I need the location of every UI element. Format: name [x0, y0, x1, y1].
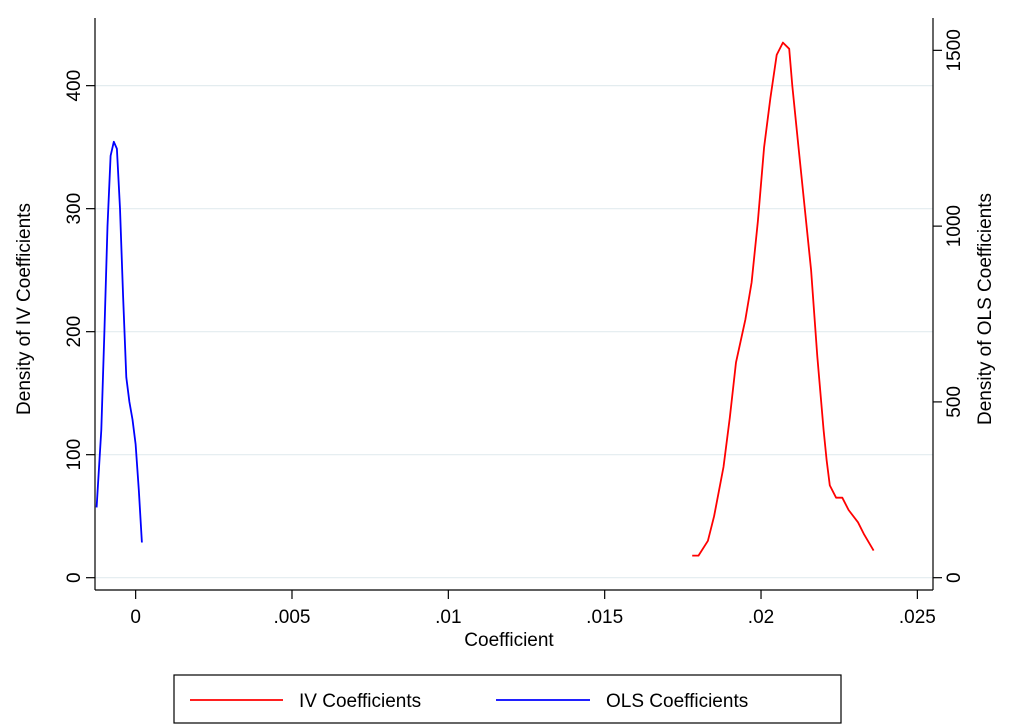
x-tick-label-0: 0 — [130, 607, 141, 628]
series-line-ols — [95, 140, 143, 543]
x-tick-label-3: .015 — [586, 607, 623, 628]
y-right-tick-label-2: 1000 — [944, 205, 965, 247]
y-right-tick-label-0: 0 — [944, 572, 965, 583]
y-left-tick-label-2: 200 — [64, 316, 85, 348]
y-axis-left-title: Density of IV Coefficients — [14, 203, 35, 415]
gridlines — [95, 85, 933, 579]
x-axis-title: Coefficient — [464, 630, 554, 651]
y-left-tick-label-3: 300 — [64, 193, 85, 225]
x-tick-label-2: .01 — [435, 607, 461, 628]
series-layer — [95, 41, 875, 557]
legend-label-0: IV Coefficients — [299, 691, 421, 712]
y-right-tick-label-1: 500 — [944, 386, 965, 418]
series-line-iv — [692, 41, 875, 557]
y-axis-right-title: Density of OLS Coefficients — [975, 193, 996, 425]
x-tick-label-4: .02 — [748, 607, 774, 628]
legend-box — [173, 674, 842, 724]
x-tick-label-5: .025 — [899, 607, 936, 628]
y-left-tick-label-1: 100 — [64, 439, 85, 471]
legend: IV Coefficients OLS Coefficients — [173, 674, 842, 724]
y-left-tick-label-4: 400 — [64, 70, 85, 102]
axes-layer: 0 .005 .01 .015 .02 .025 0 100 200 300 400 0 500 1000… — [64, 18, 965, 628]
y-right-tick-label-3: 1500 — [944, 29, 965, 71]
x-tick-label-1: .005 — [274, 607, 311, 628]
legend-label-1: OLS Coefficients — [606, 691, 748, 712]
y-left-tick-label-0: 0 — [64, 572, 85, 583]
